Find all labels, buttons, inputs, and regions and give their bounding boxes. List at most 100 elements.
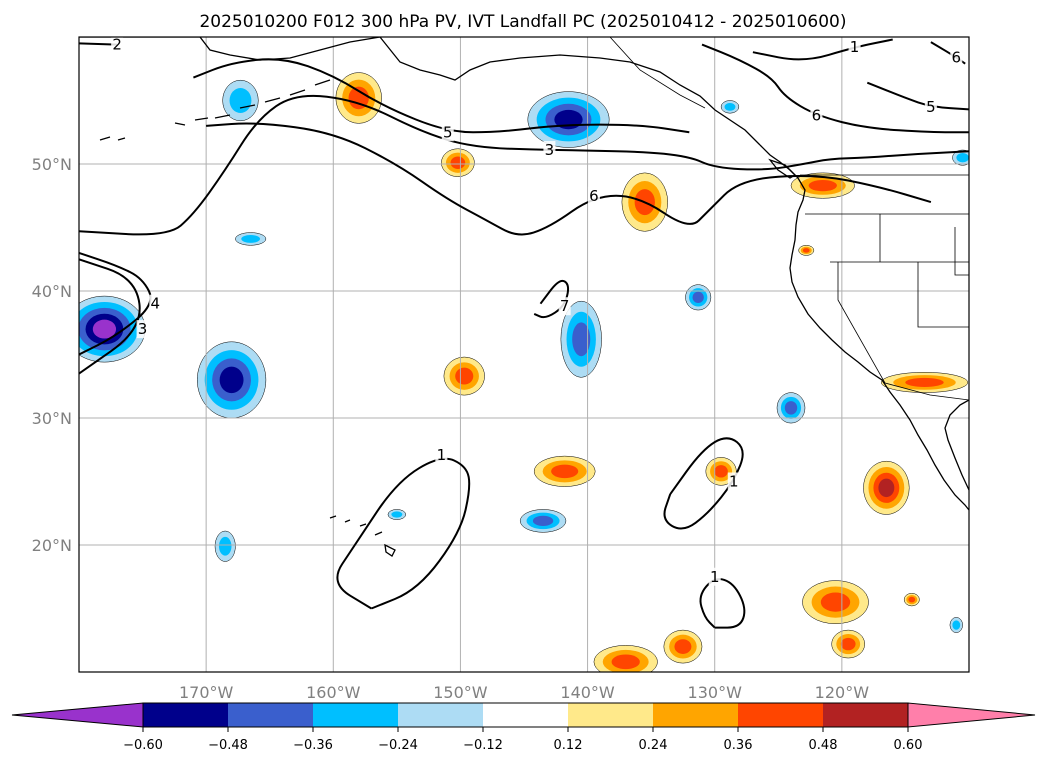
pv-contour-line [79,94,969,236]
ivt-anomaly-blob [560,300,602,378]
contour-label-bg [810,106,823,125]
colorbar-extend-max [907,702,1036,728]
pv-contour-label: 6 [812,107,822,125]
ivt-anomaly-blob [214,530,236,562]
ivt-anomaly-blob [863,460,910,515]
colorbar-segment [823,703,908,727]
colorbar-tick-label: −0.12 [463,738,503,753]
ivt-anomaly-blob [831,629,865,659]
ivt-anomaly-blob [441,148,475,177]
coastlines [79,37,969,557]
colorbar-tick-label: 0.36 [724,738,753,753]
contour-label-bg [111,37,124,54]
ivt-anomaly-blob [776,392,806,424]
colorbar-tick-label: 0.12 [554,738,583,753]
pv-contour-line [701,43,969,134]
colorbar-tick-label: −0.48 [208,738,248,753]
lat-tick-label: 30°N [32,409,72,428]
latitude-tick-labels: 50°N 40°N 30°N 20°N [32,155,72,555]
ivt-anomaly-blob [949,617,963,633]
colorbar-segment [313,703,398,727]
ivt-anomaly-blob [720,100,740,114]
lon-tick-label: 170°W [179,683,234,702]
ivt-level-fill [219,366,244,394]
ivt-anomaly-blob [952,149,969,166]
colorbar-tick-label: −0.36 [293,738,333,753]
colorbar-segment [653,703,738,727]
colorbar-segment [483,703,568,727]
lon-tick-label: 130°W [688,683,743,702]
pv-contour-label: 6 [952,48,962,66]
colorbar-segment [398,703,483,727]
ivt-level-fill [229,87,252,114]
ivt-level-fill [348,86,369,110]
ivt-level-fill [572,322,591,357]
pv-contour-line [206,122,932,236]
pv-contour-label: 3 [138,320,148,338]
ivt-level-fill [692,291,704,303]
pv-contour-label: 5 [443,123,453,141]
ivt-level-fill [611,654,640,670]
colorbar-segment [738,703,823,727]
gridlines [79,37,969,672]
ivt-level-fill [956,152,969,163]
contour-label-bg [950,48,963,67]
ivt-level-fill [455,367,474,385]
colorbar-extend-min [11,702,144,728]
colorbar-tick-label: −0.60 [123,738,163,753]
ivt-level-fill [391,511,403,518]
ivt-anomaly-blob [798,245,815,256]
pv-contour-line [699,578,746,629]
ivt-level-fill [714,465,728,478]
pv-contour-line [193,58,690,134]
lon-tick-label: 140°W [560,683,615,702]
aleutian-islands [99,79,331,141]
contour-label-bg [435,445,448,464]
pv-contour-label: 1 [710,568,720,586]
gulf-of-alaska-coastline [379,37,761,146]
contour-label-bg [708,567,721,586]
ivt-anomaly-blob [881,372,968,393]
contour-label-bg [543,141,556,160]
ivt-level-fill [840,637,856,651]
baja-gulf-coast [944,399,969,491]
pv-contour-label: 4 [151,295,161,313]
ivt-level-fill [92,319,117,339]
colorbar-tick-label: −0.24 [378,738,418,753]
pv-contour-line [533,279,570,319]
ivt-anomaly-blob [235,232,267,246]
contour-label-bg [558,297,571,316]
us-mexico-border [884,382,969,401]
lat-tick-label: 40°N [32,282,72,301]
ivt-level-fill [802,248,810,253]
colorbar-frame [142,702,909,728]
ivt-anomaly-blob [903,593,920,607]
contour-label-bg [727,472,740,491]
ivt-level-fill [218,536,232,556]
ivt-level-fill [905,377,944,387]
us-state-borders [805,213,969,384]
pv-contour-label: 1 [850,38,860,56]
colorbar-tick-labels: −0.60 −0.48 −0.36 −0.24 −0.12 0.12 0.24 0.36 0.4… [123,727,922,753]
ivt-anomaly-blob [335,72,382,124]
ivt-level-fill [908,596,916,603]
contour-label-bg [587,186,600,205]
hawaii-islands [329,515,396,557]
ivt-level-fill [952,620,961,630]
ivt-level-fill [724,102,736,111]
lon-tick-label: 160°W [306,683,361,702]
pv-contour-line [79,258,141,375]
contour-label-bg [136,320,149,339]
north-america-west-coast [759,144,969,511]
ivt-anomaly-blob [533,455,596,487]
pv-contour-label: 1 [729,473,739,491]
contour-label-bg [924,97,937,116]
pv-contour-line [79,251,152,356]
colorbar-tick-label: 0.24 [639,738,668,753]
lat-tick-label: 20°N [32,536,72,555]
ivt-level-fill [532,515,554,526]
contour-label-bg [441,123,454,142]
pv-contour-label: 7 [560,297,570,315]
map-frame [78,36,970,673]
